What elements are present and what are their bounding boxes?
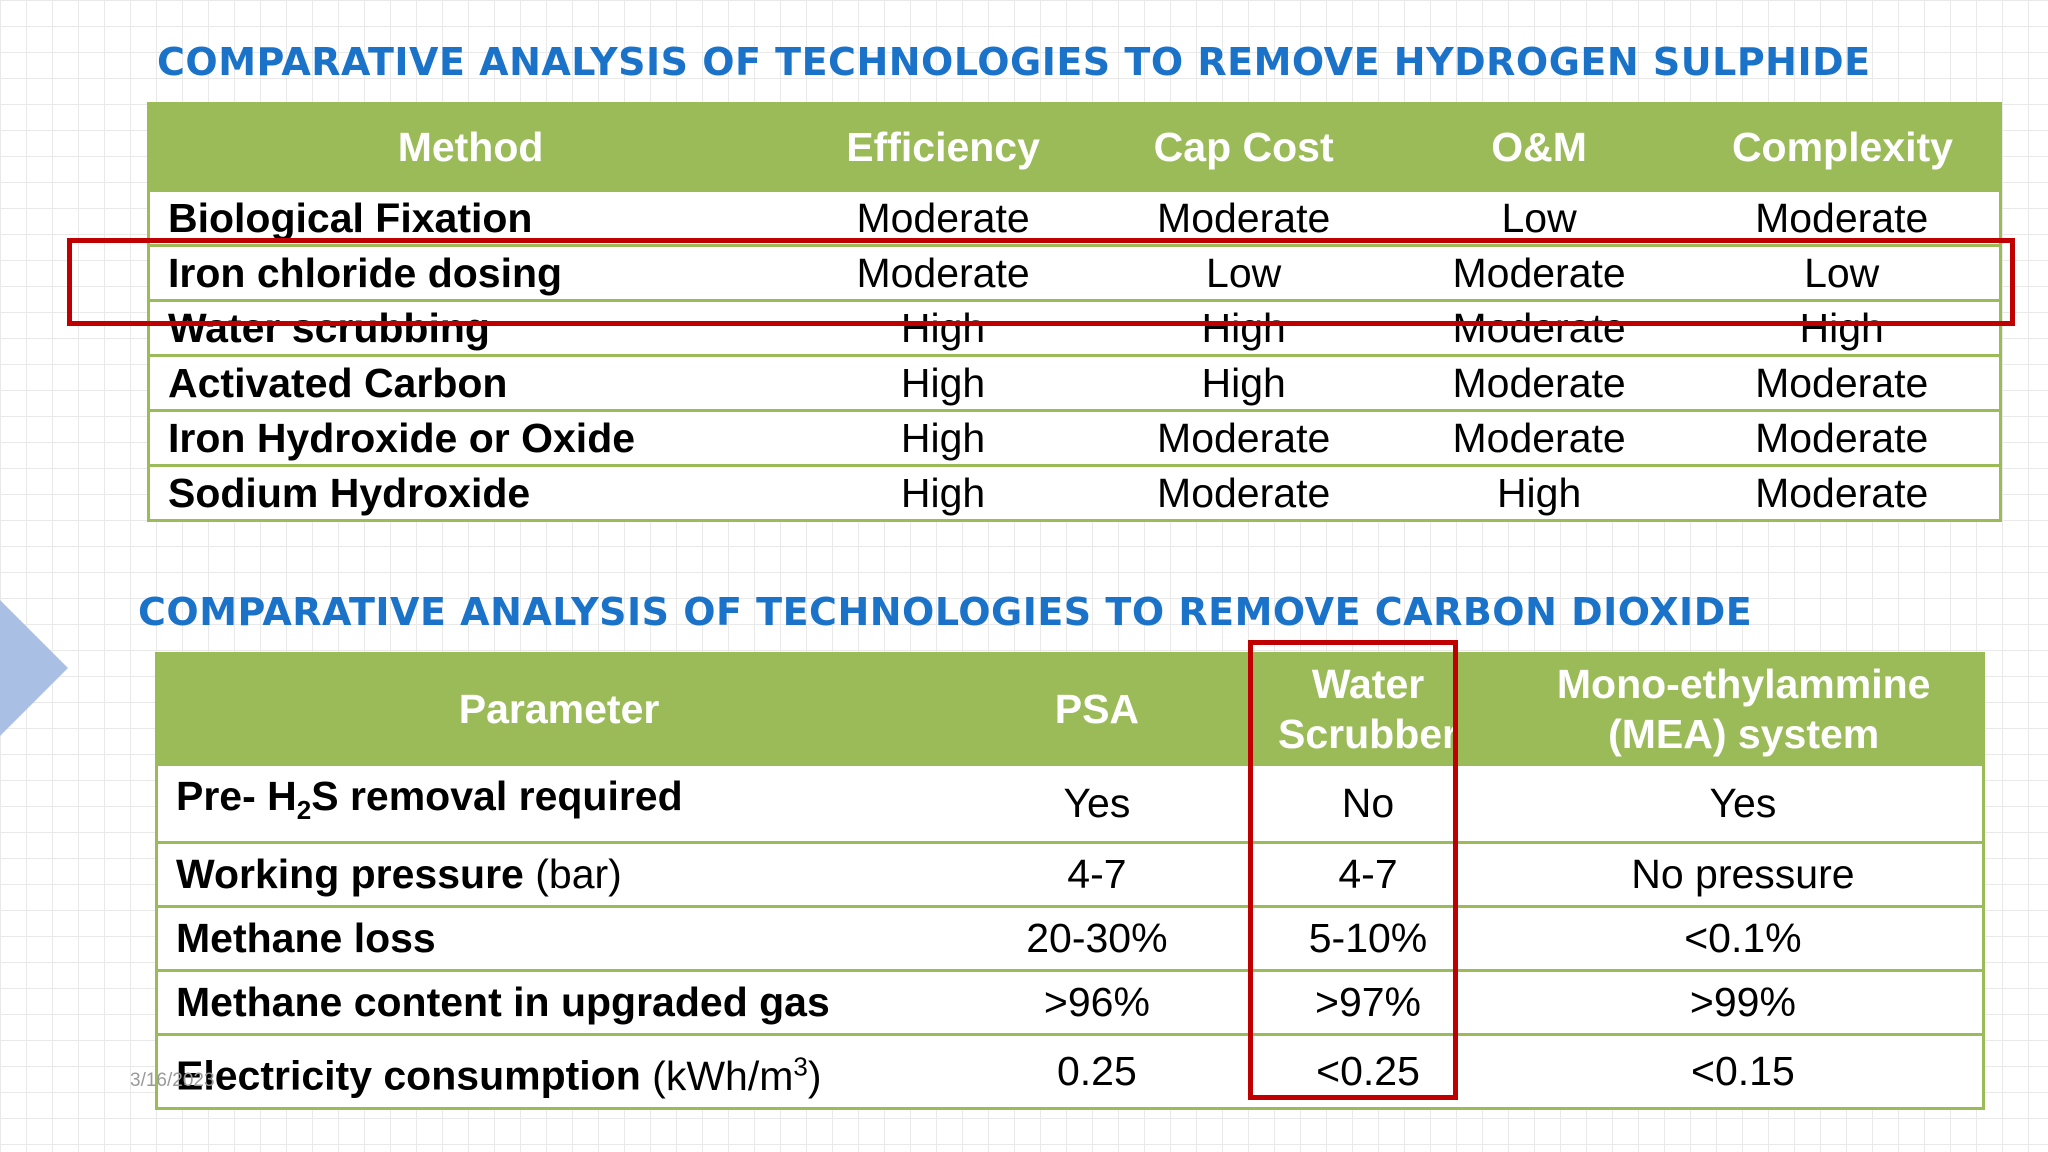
- table-row: Iron chloride dosing Moderate Low Modera…: [146, 244, 2003, 302]
- complexity-cell: Moderate: [1684, 354, 2003, 412]
- method-cell: Iron chloride dosing: [146, 244, 793, 302]
- psa-cell: Yes: [961, 762, 1233, 845]
- header-parameter: Parameter: [154, 652, 964, 766]
- unit-text-tail: ): [807, 1052, 822, 1099]
- header-method: Method: [146, 102, 795, 192]
- cap-cost-cell: High: [1093, 354, 1394, 412]
- method-cell: Activated Carbon: [146, 354, 793, 412]
- complexity-cell: Moderate: [1684, 464, 2003, 522]
- header-mea-system: Mono-ethylammine (MEA) system: [1502, 652, 1985, 766]
- om-cell: Moderate: [1393, 409, 1685, 467]
- efficiency-cell: Moderate: [792, 244, 1094, 302]
- parameter-subscript: 2: [296, 795, 312, 826]
- parameter-cell: Electricity consumption (kWh/m3): [154, 1033, 962, 1110]
- mea-cell: <0.1%: [1503, 905, 1985, 973]
- table-row: Methane content in upgraded gas >96% >97…: [154, 969, 1985, 1037]
- parameter-text: Electricity consumption: [176, 1052, 641, 1099]
- om-cell: Low: [1393, 189, 1685, 247]
- parameter-unit: (bar): [535, 851, 622, 898]
- co2-title: COMPARATIVE ANALYSIS OF TECHNOLOGIES TO …: [138, 590, 1753, 634]
- mea-cell: Yes: [1503, 762, 1985, 845]
- table-row: Working pressure (bar) 4-7 4-7 No pressu…: [154, 841, 1985, 909]
- play-triangle-icon: [0, 600, 68, 736]
- water-scrubber-cell: 5-10%: [1232, 905, 1504, 973]
- header-efficiency: Efficiency: [791, 102, 1095, 192]
- water-scrubber-cell: No: [1232, 762, 1504, 845]
- mea-cell: No pressure: [1503, 841, 1985, 909]
- unit-text: (kWh/m: [652, 1052, 794, 1099]
- table-row: Activated Carbon High High Moderate Mode…: [146, 354, 2003, 412]
- header-complexity: Complexity: [1682, 102, 2003, 192]
- table-row: Biological Fixation Moderate Moderate Lo…: [146, 189, 2003, 247]
- parameter-text: Methane content in upgraded gas: [176, 979, 830, 1026]
- psa-cell: 0.25: [961, 1033, 1233, 1110]
- parameter-text: Pre- H: [176, 773, 297, 819]
- parameter-cell: Pre- H2S removal required: [154, 762, 962, 845]
- cap-cost-cell: Moderate: [1093, 189, 1394, 247]
- table-header-row: Parameter PSA Water Scrubber Mono-ethyla…: [154, 652, 1985, 766]
- efficiency-cell: High: [792, 299, 1094, 357]
- method-cell: Sodium Hydroxide: [146, 464, 793, 522]
- complexity-cell: Moderate: [1684, 189, 2003, 247]
- psa-cell: 4-7: [961, 841, 1233, 909]
- psa-cell: 20-30%: [961, 905, 1233, 973]
- header-psa: PSA: [960, 652, 1234, 766]
- parameter-unit: (kWh/m3): [652, 1051, 822, 1099]
- efficiency-cell: Moderate: [792, 189, 1094, 247]
- efficiency-cell: High: [792, 409, 1094, 467]
- psa-cell: >96%: [961, 969, 1233, 1037]
- parameter-text: Working pressure: [176, 851, 524, 898]
- method-cell: Biological Fixation: [146, 189, 793, 247]
- slide-date: 3/16/2023: [130, 1070, 215, 1091]
- table-row: Iron Hydroxide or Oxide High Moderate Mo…: [146, 409, 2003, 467]
- cap-cost-cell: High: [1093, 299, 1394, 357]
- complexity-cell: Moderate: [1684, 409, 2003, 467]
- header-mea-line1: Mono-ethylammine: [1556, 661, 1931, 707]
- om-cell: High: [1393, 464, 1685, 522]
- table-row: Water scrubbing High High Moderate High: [146, 299, 2003, 357]
- method-cell: Water scrubbing: [146, 299, 793, 357]
- table-row: Methane loss 20-30% 5-10% <0.1%: [154, 905, 1985, 973]
- water-scrubber-cell: 4-7: [1232, 841, 1504, 909]
- mea-cell: <0.15: [1503, 1033, 1985, 1110]
- highlight-box-iron-chloride-row: [67, 238, 2015, 326]
- table-row: Pre- H2S removal required Yes No Yes: [154, 762, 1985, 845]
- complexity-cell: High: [1684, 299, 2003, 357]
- table-row: Sodium Hydroxide High Moderate High Mode…: [146, 464, 2003, 522]
- water-scrubber-cell: >97%: [1232, 969, 1504, 1037]
- mea-cell: >99%: [1503, 969, 1985, 1037]
- parameter-cell: Methane content in upgraded gas: [154, 969, 962, 1037]
- header-cap-cost: Cap Cost: [1091, 102, 1396, 192]
- co2-comparison-table: Parameter PSA Water Scrubber Mono-ethyla…: [154, 652, 1985, 1110]
- parameter-text-tail: S removal required: [311, 773, 683, 819]
- header-mea-line2: (MEA) system: [1608, 711, 1880, 757]
- header-water-scrubber-line1: Water: [1311, 661, 1425, 707]
- header-water-scrubber: Water Scrubber: [1230, 652, 1506, 766]
- cap-cost-cell: Low: [1093, 244, 1394, 302]
- method-cell: Iron Hydroxide or Oxide: [146, 409, 793, 467]
- h2s-title: COMPARATIVE ANALYSIS OF TECHNOLOGIES TO …: [157, 40, 1871, 84]
- table-header-row: Method Efficiency Cap Cost O&M Complexit…: [146, 102, 2003, 192]
- h2s-comparison-table: Method Efficiency Cap Cost O&M Complexit…: [146, 102, 2003, 522]
- parameter-text: Methane loss: [176, 915, 436, 962]
- om-cell: Moderate: [1393, 299, 1685, 357]
- parameter-cell: Working pressure (bar): [154, 841, 962, 909]
- efficiency-cell: High: [792, 354, 1094, 412]
- header-om: O&M: [1392, 102, 1686, 192]
- unit-superscript: 3: [793, 1051, 808, 1082]
- om-cell: Moderate: [1393, 354, 1685, 412]
- efficiency-cell: High: [792, 464, 1094, 522]
- highlight-box-water-scrubber-column: [1248, 640, 1458, 1100]
- om-cell: Moderate: [1393, 244, 1685, 302]
- parameter-cell: Methane loss: [154, 905, 962, 973]
- table-row: Electricity consumption (kWh/m3) 0.25 <0…: [154, 1033, 1985, 1110]
- header-water-scrubber-line2: Scrubber: [1278, 711, 1458, 757]
- cap-cost-cell: Moderate: [1093, 409, 1394, 467]
- complexity-cell: Low: [1684, 244, 2003, 302]
- cap-cost-cell: Moderate: [1093, 464, 1394, 522]
